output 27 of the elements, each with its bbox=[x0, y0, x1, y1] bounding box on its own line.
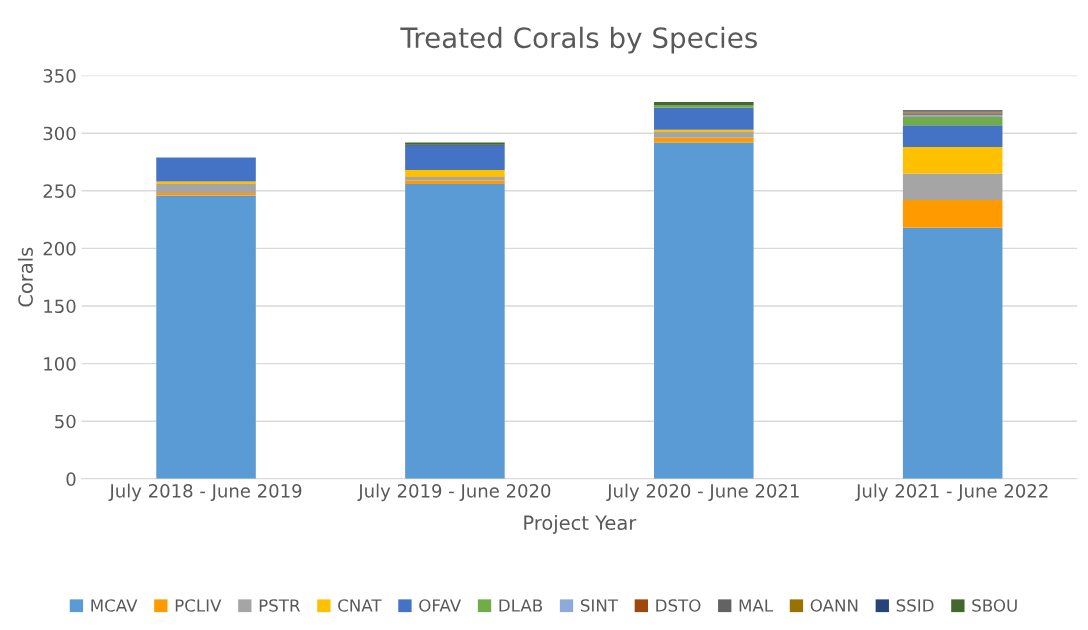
y-axis-title: Corals bbox=[17, 247, 33, 307]
x-tick-label: July 2021 - June 2022 bbox=[855, 483, 1048, 502]
y-tick-label: 50 bbox=[55, 414, 76, 429]
legend-label: DLAB bbox=[499, 599, 543, 612]
legend-label: CNAT bbox=[338, 599, 382, 612]
y-tick-label: 0 bbox=[66, 472, 76, 486]
legend-label: MAL bbox=[739, 599, 774, 612]
legend-label: SSID bbox=[896, 599, 934, 612]
legend-label: PSTR bbox=[259, 599, 301, 612]
y-tick-label: 200 bbox=[43, 241, 76, 256]
legend-label: OANN bbox=[810, 599, 858, 612]
y-tick-label: 350 bbox=[43, 69, 76, 83]
legend-label: SBOU bbox=[972, 599, 1017, 612]
legend-label: SINT bbox=[580, 599, 619, 612]
y-tick-label: 300 bbox=[43, 126, 76, 141]
legend-label: PCLIV bbox=[175, 599, 222, 612]
y-tick-label: 100 bbox=[44, 357, 76, 371]
legend-label: MCAV bbox=[91, 599, 138, 612]
x-axis-title: Project Year bbox=[524, 515, 637, 534]
x-tick-label: July 2018 - June 2019 bbox=[108, 483, 302, 502]
x-tick-label: July 2019 - June 2020 bbox=[357, 483, 551, 502]
legend-label: OFAV bbox=[419, 599, 462, 612]
legend-label: DSTO bbox=[656, 599, 701, 612]
chart-title: Treated Corals by Species bbox=[400, 26, 757, 54]
y-tick-label: 150 bbox=[44, 299, 76, 314]
x-tick-label: July 2020 - June 2021 bbox=[606, 483, 799, 502]
y-tick-label: 250 bbox=[43, 184, 76, 198]
